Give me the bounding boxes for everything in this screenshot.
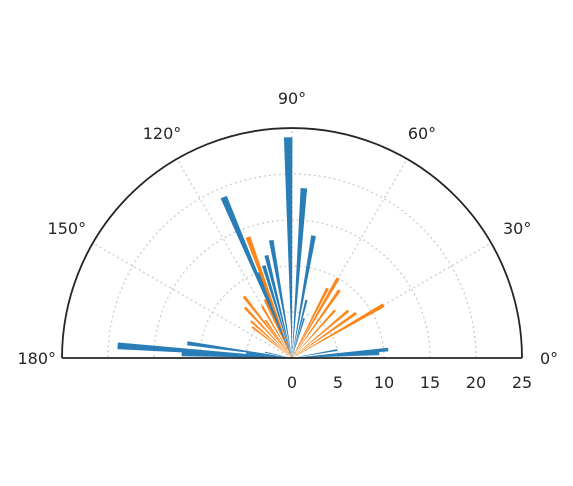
series-2 [242, 236, 385, 358]
series-1 [117, 137, 389, 358]
bar [292, 309, 350, 358]
bar [186, 341, 292, 358]
bar [264, 351, 292, 358]
bar [268, 239, 292, 358]
radial-tick-label: 5 [333, 373, 343, 392]
bar [261, 265, 292, 358]
bar [264, 319, 292, 358]
radial-tick-label: 20 [466, 373, 486, 392]
radial-tick-label: 25 [512, 373, 532, 392]
bar [292, 287, 329, 358]
angle-tick-label: 180° [17, 349, 56, 368]
bar [292, 347, 389, 358]
angle-tick-label: 120° [143, 124, 182, 143]
bar [292, 235, 316, 358]
bar [261, 305, 292, 358]
bar [292, 188, 308, 358]
angle-tick-label: 150° [48, 219, 87, 238]
radial-grid-arc [199, 265, 385, 359]
bar [292, 311, 357, 358]
angle-tick-label: 30° [503, 219, 531, 238]
bar [250, 320, 292, 358]
bar [181, 352, 292, 358]
bar [117, 342, 292, 358]
angle-tick-label: 90° [278, 89, 306, 108]
bar [292, 303, 385, 358]
outer-arc [61, 127, 523, 359]
bar [292, 299, 308, 358]
radial-tick-label: 15 [420, 373, 440, 392]
angle-grid-line [92, 242, 293, 359]
angle-grid-line [291, 158, 408, 359]
bar [292, 277, 340, 358]
bar [243, 306, 292, 358]
bar [292, 289, 341, 358]
bar [220, 195, 292, 358]
bar-series-group [117, 137, 389, 358]
angle-grid-line [176, 158, 293, 359]
bar [263, 299, 292, 358]
angle-tick-label: 0° [540, 349, 558, 368]
bar [246, 352, 292, 358]
polar-frame [61, 127, 523, 359]
bar [245, 236, 292, 358]
bar [242, 295, 292, 358]
bar [292, 349, 338, 358]
bar [292, 351, 380, 358]
angle-grid-line [291, 242, 492, 359]
bar [283, 137, 293, 358]
angle-tick-label: 60° [408, 124, 436, 143]
bar [257, 271, 292, 358]
tick-labels: 0° 30° 60° 90° 120° 150° 180° 0 5 10 15 20 25 [17, 89, 558, 392]
radial-tick-label: 10 [374, 373, 394, 392]
radial-grid-arc [245, 311, 339, 359]
bar [264, 254, 292, 358]
bar [292, 309, 337, 358]
radial-tick-label: 0 [287, 373, 297, 392]
bar [292, 318, 305, 358]
bar [251, 326, 292, 358]
